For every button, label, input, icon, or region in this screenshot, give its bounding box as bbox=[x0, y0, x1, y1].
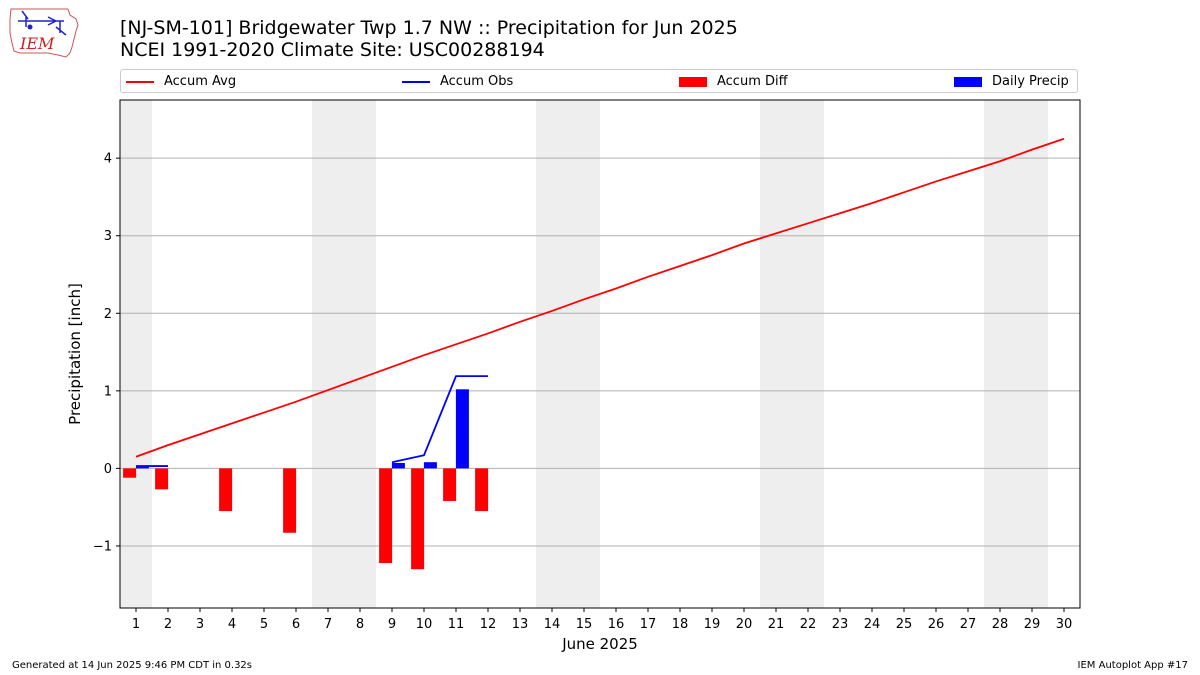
chart-legend: Accum Avg Accum Obs Accum Diff Daily Pre… bbox=[120, 69, 1078, 93]
generated-timestamp: Generated at 14 Jun 2025 9:46 PM CDT in … bbox=[12, 660, 253, 671]
x-tick-label: 8 bbox=[356, 617, 364, 632]
weekend-shade bbox=[984, 100, 1048, 608]
bar-daily-precip bbox=[391, 462, 405, 469]
bar-accum-diff bbox=[155, 468, 169, 490]
x-tick-label: 28 bbox=[992, 617, 1009, 632]
legend-label-accum-diff: Accum Diff bbox=[717, 74, 788, 89]
x-tick-label: 11 bbox=[448, 617, 465, 632]
x-tick-label: 2 bbox=[164, 617, 172, 632]
x-tick-label: 23 bbox=[832, 617, 849, 632]
state-outline-icon bbox=[9, 8, 79, 58]
x-tick-label: 1 bbox=[132, 617, 140, 632]
chart-title: [NJ-SM-101] Bridgewater Twp 1.7 NW :: Pr… bbox=[120, 17, 738, 39]
weekend-shade bbox=[120, 100, 152, 608]
bar-daily-precip bbox=[423, 462, 437, 469]
x-tick-label: 26 bbox=[928, 617, 945, 632]
x-tick-label: 15 bbox=[576, 617, 593, 632]
y-tick-label: 1 bbox=[104, 384, 112, 399]
station-dot-icon bbox=[27, 24, 33, 30]
y-tick-label: 3 bbox=[104, 229, 112, 244]
legend-label-daily-precip: Daily Precip bbox=[992, 74, 1069, 89]
bar-accum-diff bbox=[123, 468, 137, 478]
x-tick-label: 5 bbox=[260, 617, 268, 632]
x-tick-label: 25 bbox=[896, 617, 913, 632]
x-tick-label: 17 bbox=[640, 617, 657, 632]
iem-logo: IEM bbox=[9, 8, 79, 58]
x-tick-label: 12 bbox=[480, 617, 497, 632]
bar-accum-diff bbox=[219, 468, 233, 512]
legend-swatch-accum-avg bbox=[126, 81, 154, 83]
x-tick-label: 4 bbox=[228, 617, 236, 632]
x-tick-label: 14 bbox=[544, 617, 561, 632]
x-tick-label: 30 bbox=[1056, 617, 1073, 632]
legend-swatch-accum-obs bbox=[402, 81, 430, 83]
legend-label-accum-obs: Accum Obs bbox=[440, 74, 514, 89]
x-tick-label: 19 bbox=[704, 617, 721, 632]
x-tick-label: 7 bbox=[324, 617, 332, 632]
x-tick-label: 10 bbox=[416, 617, 433, 632]
bar-accum-diff bbox=[443, 468, 457, 501]
weekend-shade bbox=[760, 100, 824, 608]
app-credit: IEM Autoplot App #17 bbox=[1077, 660, 1188, 671]
logo-text: IEM bbox=[19, 34, 55, 53]
bar-daily-precip bbox=[135, 466, 149, 469]
x-tick-label: 24 bbox=[864, 617, 881, 632]
x-tick-label: 29 bbox=[1024, 617, 1041, 632]
line-accum-avg bbox=[135, 137, 1065, 458]
legend-swatch-daily-precip bbox=[954, 77, 982, 87]
x-tick-label: 6 bbox=[292, 617, 300, 632]
x-axis-label: June 2025 bbox=[561, 635, 638, 653]
legend-swatch-accum-diff bbox=[679, 77, 707, 87]
chart-subtitle: NCEI 1991-2020 Climate Site: USC00288194 bbox=[120, 39, 545, 61]
x-tick-label: 18 bbox=[672, 617, 689, 632]
x-tick-label: 22 bbox=[800, 617, 817, 632]
legend-label-accum-avg: Accum Avg bbox=[164, 74, 237, 89]
x-tick-label: 3 bbox=[196, 617, 204, 632]
y-tick-label: 2 bbox=[104, 307, 112, 322]
weekend-shade bbox=[536, 100, 600, 608]
x-tick-label: 9 bbox=[388, 617, 396, 632]
bar-daily-precip bbox=[455, 389, 469, 469]
x-tick-label: 27 bbox=[960, 617, 977, 632]
plot-frame bbox=[119, 99, 1081, 609]
weekend-shade bbox=[312, 100, 376, 608]
x-tick-label: 21 bbox=[768, 617, 785, 632]
x-tick-label: 13 bbox=[512, 617, 529, 632]
bar-accum-diff bbox=[283, 468, 297, 533]
x-tick-label: 20 bbox=[736, 617, 753, 632]
weather-station-icon bbox=[18, 10, 67, 36]
y-axis-label: Precipitation [inch] bbox=[66, 283, 84, 425]
y-tick-label: −1 bbox=[93, 539, 112, 554]
plot-area bbox=[123, 137, 1065, 570]
bar-accum-diff bbox=[475, 468, 489, 512]
y-tick-label: 4 bbox=[104, 152, 112, 167]
x-tick-label: 16 bbox=[608, 617, 625, 632]
y-tick-label: 0 bbox=[104, 462, 112, 477]
line-accum-obs bbox=[391, 375, 488, 464]
bar-accum-diff bbox=[379, 468, 393, 564]
bar-accum-diff bbox=[411, 468, 425, 570]
